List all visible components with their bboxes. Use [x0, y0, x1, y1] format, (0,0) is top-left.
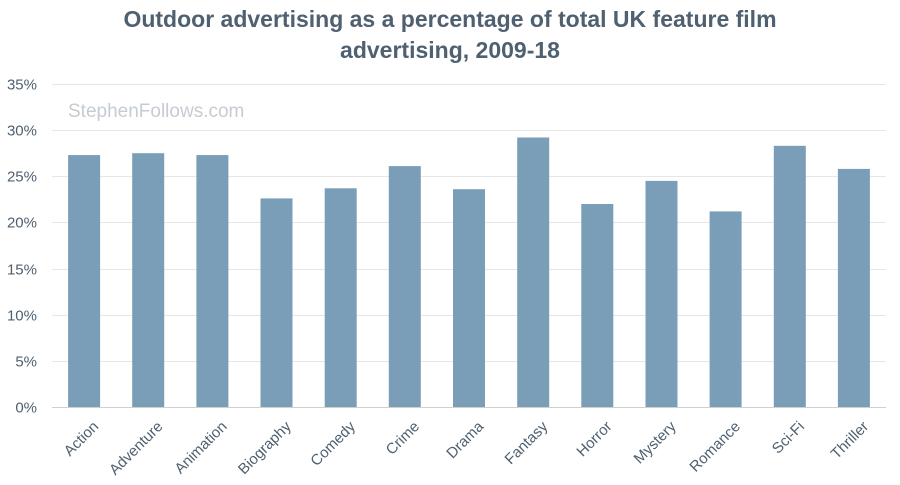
bar-animation	[196, 155, 229, 407]
bar-comedy	[324, 188, 357, 407]
bar-drama	[453, 189, 485, 407]
x-category-label: Thriller	[828, 418, 872, 462]
x-category-label: Animation	[171, 418, 230, 477]
y-tick-label: 35%	[7, 77, 37, 94]
y-tick-label: 20%	[7, 215, 37, 232]
x-category-label: Action	[61, 418, 103, 460]
bar-horror	[581, 204, 614, 407]
y-axis-tick-labels: 0% 5% 10% 15% 20% 25% 30% 35%	[7, 77, 37, 417]
bar-crime	[388, 166, 421, 407]
chart-title: Outdoor advertising as a percentage of t…	[0, 4, 900, 66]
x-category-label: Crime	[383, 418, 423, 458]
x-category-label: Romance	[686, 418, 743, 475]
x-category-label: Fantasy	[502, 418, 552, 468]
x-category-label: Biography	[235, 418, 295, 478]
y-tick-label: 25%	[7, 169, 37, 186]
bar-action	[68, 155, 101, 407]
bar-mystery	[645, 180, 678, 407]
bar-biography	[260, 198, 293, 407]
chart-title-line-2: advertising, 2009-18	[340, 37, 560, 63]
watermark: StephenFollows.com	[68, 101, 244, 122]
bar-fantasy	[517, 137, 550, 407]
y-tick-label: 5%	[15, 354, 37, 371]
x-category-label: Comedy	[307, 418, 359, 470]
x-axis-category-labels: Action Adventure Animation Biography Comedy C…	[61, 418, 872, 479]
chart-title-line-1: Outdoor advertising as a percentage of t…	[123, 6, 777, 32]
y-tick-label: 10%	[7, 308, 37, 325]
x-category-label: Horror	[573, 418, 615, 460]
bar-adventure	[132, 153, 165, 407]
bar-thriller	[837, 168, 870, 407]
x-category-label: Drama	[443, 418, 487, 462]
bars	[68, 137, 870, 408]
y-tick-label: 15%	[7, 262, 37, 279]
bar-sci-fi	[773, 145, 806, 408]
x-category-label: Sci-Fi	[769, 418, 808, 457]
bar-romance	[709, 211, 742, 407]
y-tick-label: 0%	[15, 400, 37, 417]
y-tick-label: 30%	[7, 123, 37, 140]
x-category-label: Adventure	[106, 418, 166, 478]
x-category-label: Mystery	[631, 418, 680, 467]
